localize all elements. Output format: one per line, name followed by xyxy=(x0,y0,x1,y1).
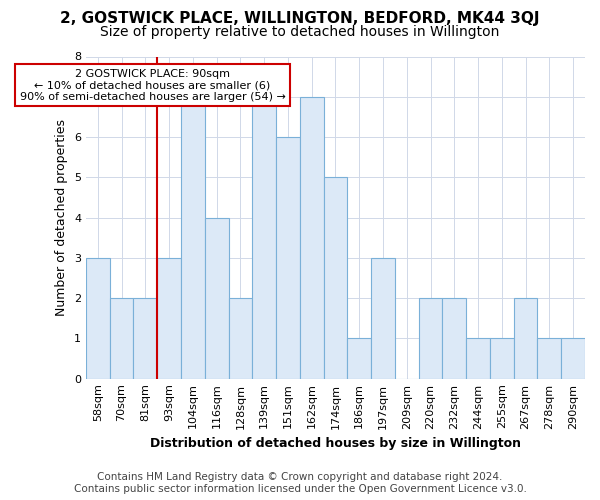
Bar xyxy=(300,97,323,378)
Bar xyxy=(323,178,347,378)
Y-axis label: Number of detached properties: Number of detached properties xyxy=(55,119,68,316)
Bar xyxy=(110,298,133,378)
Text: Contains HM Land Registry data © Crown copyright and database right 2024.
Contai: Contains HM Land Registry data © Crown c… xyxy=(74,472,526,494)
Text: 2, GOSTWICK PLACE, WILLINGTON, BEDFORD, MK44 3QJ: 2, GOSTWICK PLACE, WILLINGTON, BEDFORD, … xyxy=(60,12,540,26)
Bar xyxy=(181,97,205,378)
Bar xyxy=(252,97,276,378)
Bar xyxy=(514,298,538,378)
Bar xyxy=(538,338,561,378)
Bar xyxy=(229,298,252,378)
Bar xyxy=(276,137,300,378)
Bar xyxy=(133,298,157,378)
Bar xyxy=(86,258,110,378)
Bar xyxy=(419,298,442,378)
Bar xyxy=(466,338,490,378)
Bar xyxy=(205,218,229,378)
Bar xyxy=(371,258,395,378)
Bar xyxy=(347,338,371,378)
Bar xyxy=(442,298,466,378)
Bar xyxy=(561,338,585,378)
X-axis label: Distribution of detached houses by size in Willington: Distribution of detached houses by size … xyxy=(150,437,521,450)
Bar xyxy=(157,258,181,378)
Text: Size of property relative to detached houses in Willington: Size of property relative to detached ho… xyxy=(100,25,500,39)
Text: 2 GOSTWICK PLACE: 90sqm
← 10% of detached houses are smaller (6)
90% of semi-det: 2 GOSTWICK PLACE: 90sqm ← 10% of detache… xyxy=(20,68,286,102)
Bar xyxy=(490,338,514,378)
